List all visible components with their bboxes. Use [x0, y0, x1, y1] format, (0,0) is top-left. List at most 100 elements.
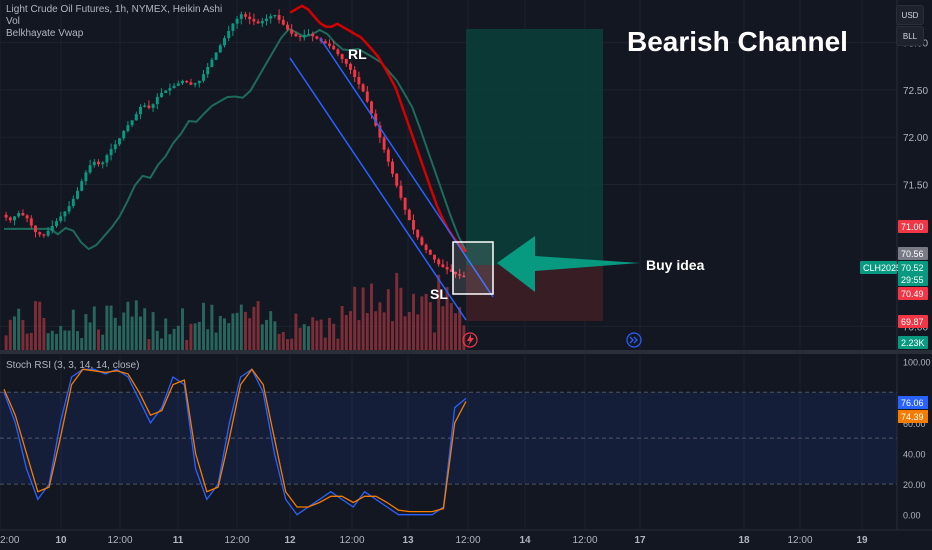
- chart-title: Bearish Channel: [627, 26, 848, 57]
- candle: [357, 71, 361, 89]
- volume-bar: [134, 300, 138, 350]
- rsi-tick: 100.00: [903, 358, 931, 368]
- rsi-k-line: [3, 368, 467, 516]
- price-label-bg: [898, 273, 928, 286]
- volume-bar: [168, 334, 172, 350]
- candle: [294, 31, 298, 38]
- candles: [4, 9, 466, 280]
- buy-arrow[interactable]: [497, 236, 640, 292]
- volume-bar: [365, 313, 369, 350]
- candle: [340, 53, 344, 64]
- volume-bar: [286, 339, 289, 350]
- stoch-rsi-panel: [0, 368, 897, 516]
- volume-bar: [458, 307, 462, 350]
- volume-bar: [76, 331, 79, 350]
- price-tick: 72.50: [903, 86, 928, 97]
- price-tick: 71.50: [903, 180, 928, 191]
- sl-label: SL: [430, 286, 448, 302]
- candle: [454, 271, 457, 278]
- rsi-value-bg: [898, 396, 928, 409]
- time-tick: 12:00: [787, 535, 812, 546]
- volume-bar: [252, 306, 256, 350]
- go-to-realtime-icon[interactable]: [626, 332, 642, 348]
- volume-bar: [277, 333, 281, 350]
- time-tick: 12:00: [339, 535, 364, 546]
- volume-bar: [42, 317, 46, 350]
- time-tick: 12:00: [572, 535, 597, 546]
- rsi-legend[interactable]: Stoch RSI (3, 3, 14, 14, close): [6, 360, 140, 371]
- volume-bar: [416, 314, 420, 350]
- time-tick: 13: [402, 535, 414, 546]
- lightning-icon[interactable]: [462, 332, 478, 348]
- vol-label[interactable]: Vol: [6, 16, 20, 27]
- candle: [67, 201, 71, 215]
- volume-bar: [265, 319, 268, 350]
- candle: [105, 153, 109, 167]
- candle: [172, 82, 176, 89]
- candle: [227, 25, 231, 42]
- volume-bar: [223, 318, 226, 350]
- volume-bar: [193, 323, 197, 350]
- volume-bar: [59, 325, 63, 350]
- unit-button[interactable]: BLL: [896, 26, 924, 46]
- volume-bar: [328, 317, 331, 350]
- candle: [71, 195, 75, 209]
- candle: [168, 83, 172, 96]
- rsi-axis[interactable]: 100.00 60.00 40.00 20.00 0.00 76.06 74.39: [898, 358, 931, 521]
- currency-button[interactable]: USD: [896, 5, 924, 25]
- candle: [428, 249, 432, 255]
- volume-bar: [294, 313, 298, 350]
- price-label: 70.49: [901, 289, 924, 299]
- candle: [391, 158, 394, 178]
- candle: [76, 187, 79, 200]
- profit-zone: [466, 29, 603, 265]
- volume-bar: [399, 287, 403, 350]
- volume-bar: [445, 287, 449, 350]
- volume-bar: [139, 316, 142, 350]
- time-tick: 10: [55, 535, 67, 546]
- candle: [328, 39, 331, 49]
- candle: [176, 80, 180, 87]
- time-axis[interactable]: 2:00 10 12:00 11 12:00 12 12:00 13 12:00 14 12:00 1…: [0, 535, 868, 546]
- candle: [248, 12, 252, 25]
- candle: [92, 158, 96, 168]
- buy-zone-box[interactable]: [452, 241, 494, 295]
- candle: [424, 243, 428, 254]
- channel-upper-line: [319, 37, 494, 298]
- candle: [63, 211, 67, 222]
- price-axis[interactable]: 73.0072.5072.0071.5070.0071.0070.56CLH20…: [860, 39, 928, 349]
- price-label: 29:55: [901, 275, 924, 285]
- price-label: 70.52: [901, 263, 924, 273]
- vwap-label[interactable]: Belkhayate Vwap: [6, 28, 84, 39]
- candle: [164, 90, 168, 94]
- candle: [214, 52, 218, 61]
- candle: [349, 62, 352, 74]
- symbol-line[interactable]: Light Crude Oil Futures, 1h, NYMEX, Heik…: [6, 4, 223, 15]
- candle: [13, 215, 16, 226]
- candle: [407, 208, 411, 221]
- candle: [235, 16, 239, 29]
- candle: [311, 31, 315, 42]
- candle: [147, 100, 151, 110]
- candle: [256, 18, 260, 24]
- volume-bar: [395, 272, 399, 350]
- volume-bar: [151, 312, 155, 350]
- price-label-bg: [898, 287, 928, 300]
- candle: [126, 120, 130, 133]
- volume-bar: [101, 334, 105, 350]
- candle: [374, 109, 378, 128]
- bearish-channel[interactable]: [289, 37, 494, 321]
- time-tick: 12: [284, 535, 296, 546]
- price-label-bg: [860, 261, 897, 274]
- time-tick: 14: [519, 535, 531, 546]
- candle: [403, 197, 407, 215]
- time-tick: 2:00: [0, 535, 20, 546]
- candle: [134, 111, 138, 121]
- volume-bar: [391, 321, 394, 350]
- volume-bar: [441, 306, 445, 350]
- candle: [365, 86, 369, 104]
- volume-bar: [323, 337, 327, 350]
- price-tick: 72.00: [903, 133, 928, 144]
- price-label: 69.87: [901, 317, 924, 327]
